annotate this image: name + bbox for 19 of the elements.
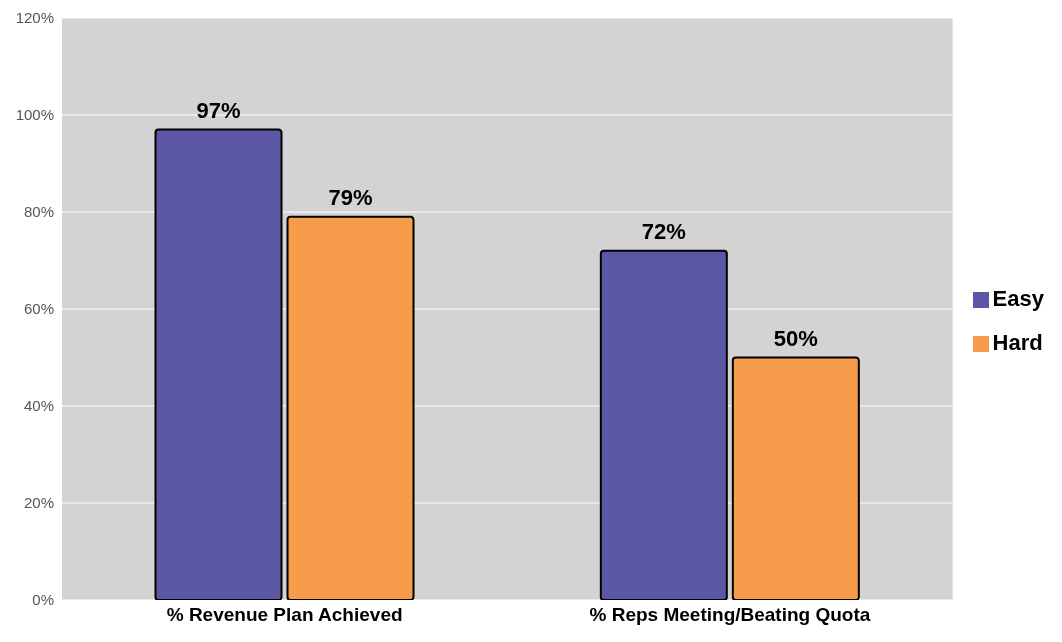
y-tick-label: 60% [23,300,54,318]
legend-label: Hard [992,330,1043,355]
data-label: 50% [773,325,818,351]
bar [731,356,860,600]
y-tick-label: 20% [23,494,54,512]
bar [599,249,728,600]
y-tick-label: 80% [23,203,54,221]
data-label: 97% [196,97,241,123]
y-tick-label: 120% [15,9,54,27]
bar [154,128,283,600]
data-label: 72% [641,218,686,244]
legend-label: Easy [992,286,1044,311]
x-tick-label: % Reps Meeting/Beating Quota [589,604,871,626]
y-tick-label: 0% [32,591,54,609]
y-tick-label: 100% [15,106,54,124]
data-label: 79% [328,184,373,210]
x-tick-label: % Revenue Plan Achieved [166,604,403,626]
y-tick-label: 40% [23,397,54,415]
bar [286,215,415,600]
